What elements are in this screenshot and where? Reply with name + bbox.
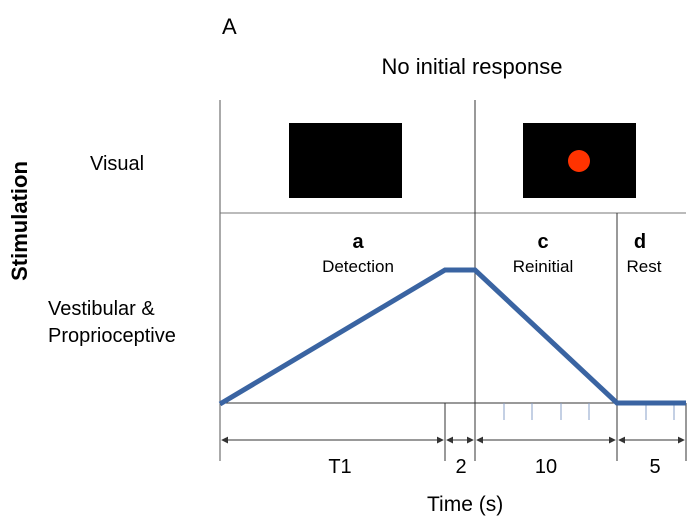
vestibular-row-label: Vestibular & Proprioceptive <box>48 296 176 350</box>
duration-5: 5 <box>649 456 661 478</box>
phase-a-letter: a <box>352 231 364 253</box>
blank-screen <box>289 123 402 198</box>
figure-title: No initial response <box>381 54 563 79</box>
vestibular-label-line1: Vestibular & <box>48 298 155 320</box>
phase-d-letter: d <box>633 231 647 253</box>
phase-c-name: Reinitial <box>512 257 574 276</box>
target-dot <box>568 150 590 172</box>
x-axis-label: Time (s) <box>427 493 504 516</box>
duration-t1: T1 <box>328 456 352 478</box>
visual-row-label: Visual <box>90 153 145 175</box>
phase-a-name: Detection <box>322 257 394 276</box>
duration-10: 10 <box>534 456 558 478</box>
phase-d-name: Rest <box>626 257 662 276</box>
panel-letter: A <box>222 14 237 39</box>
motion-profile-trace <box>218 267 686 407</box>
vestibular-label-line2: Proprioceptive <box>48 325 176 347</box>
duration-2: 2 <box>455 456 467 478</box>
baseline-ticks <box>503 403 675 420</box>
phase-c-letter: c <box>537 231 549 253</box>
